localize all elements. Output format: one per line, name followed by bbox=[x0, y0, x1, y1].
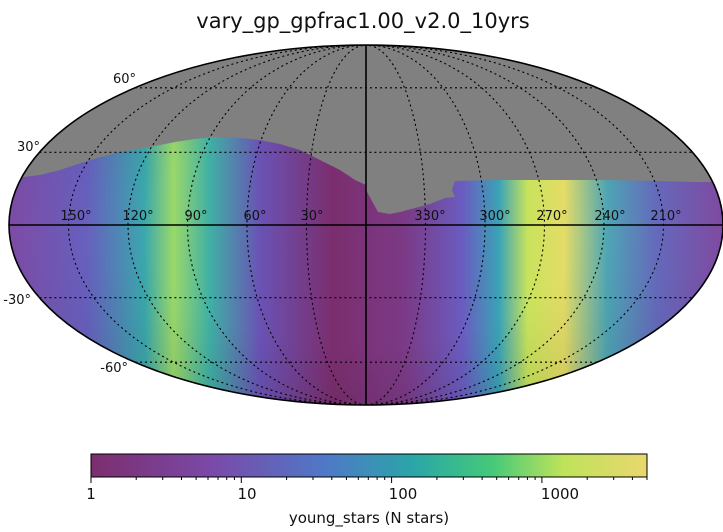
colorbar-ticks bbox=[90, 477, 648, 483]
lon-label: 240° bbox=[594, 209, 625, 224]
lon-label: 150° bbox=[60, 209, 91, 224]
colorbar-tick-label: 100 bbox=[389, 485, 418, 503]
colorbar-label: young_stars (N stars) bbox=[289, 509, 449, 528]
lat-label: -30° bbox=[3, 293, 31, 308]
lon-label: 330° bbox=[414, 209, 445, 224]
latitude-labels: 60° 30° -30° -60° bbox=[3, 72, 136, 376]
lat-label: 60° bbox=[113, 72, 136, 87]
colorbar-tick-label: 10 bbox=[237, 485, 256, 503]
colorbar-gradient bbox=[90, 453, 648, 478]
meridian-gridline bbox=[365, 45, 486, 405]
lat-label: -60° bbox=[100, 361, 128, 376]
lon-label: 210° bbox=[650, 209, 681, 224]
lat-label: 30° bbox=[17, 140, 40, 155]
lon-label: 30° bbox=[300, 209, 323, 224]
colorbar-tick-label: 1 bbox=[86, 485, 96, 503]
chart-title: vary_gp_gpfrac1.00_v2.0_10yrs bbox=[196, 9, 529, 34]
colorbar-tick-label: 1000 bbox=[541, 485, 579, 503]
longitude-labels: 150° 120° 90° 60° 30° 330° 300° 270° 240… bbox=[60, 209, 681, 224]
lon-label: 90° bbox=[184, 209, 207, 224]
lon-label: 60° bbox=[243, 209, 266, 224]
colorbar: 1 10 100 1000 young_stars (N stars) bbox=[86, 453, 648, 528]
lon-label: 270° bbox=[536, 209, 567, 224]
lon-label: 120° bbox=[122, 209, 153, 224]
map-outline bbox=[8, 44, 723, 406]
meridian-gridline bbox=[246, 45, 367, 405]
lon-label: 300° bbox=[479, 209, 510, 224]
